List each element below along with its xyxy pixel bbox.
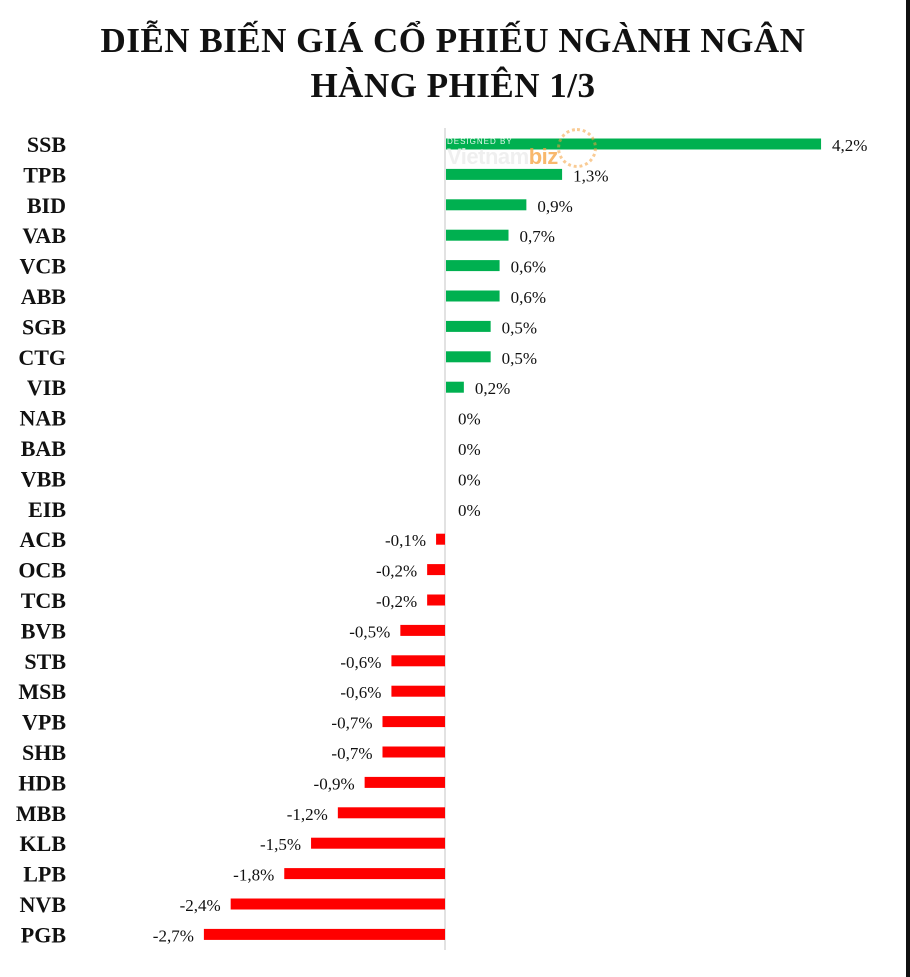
category-label-nvb: NVB (20, 892, 67, 917)
category-label-vbb: VBB (21, 466, 67, 491)
category-label-msb: MSB (18, 679, 66, 704)
value-label-lpb: -1,8% (233, 866, 274, 885)
bar-tpb (446, 168, 563, 180)
bar-msb (391, 685, 445, 697)
bar-ssb (446, 138, 822, 150)
value-label-pgb: -2,7% (153, 926, 194, 945)
category-label-acb: ACB (20, 527, 67, 552)
watermark-brand-a: Vietnam (447, 144, 529, 169)
bar-stb (391, 655, 445, 667)
bar-pgb (203, 928, 445, 940)
watermark-logo: DESIGNED BY Vietnambiz (447, 128, 617, 173)
category-label-tpb: TPB (23, 162, 66, 187)
watermark-dots-icon (557, 128, 597, 168)
bar-klb (311, 837, 445, 849)
bar-vib (446, 381, 464, 393)
bar-bvb (400, 624, 445, 636)
category-label-ssb: SSB (27, 132, 66, 157)
bar-shb (382, 746, 445, 758)
bar-lpb (284, 868, 445, 880)
value-label-bvb: -0,5% (349, 622, 390, 641)
bar-ocb (427, 564, 445, 576)
category-label-sgb: SGB (22, 314, 66, 339)
bar-mbb (337, 807, 445, 819)
category-label-klb: KLB (20, 831, 67, 856)
category-label-ctg: CTG (18, 345, 66, 370)
category-label-vab: VAB (22, 223, 66, 248)
watermark-brand-b: biz (528, 144, 559, 169)
category-label-shb: SHB (22, 740, 66, 765)
category-label-bvb: BVB (21, 618, 67, 643)
value-label-acb: -0,1% (385, 531, 426, 550)
value-label-abb: 0,6% (511, 288, 546, 307)
bar-bid (446, 199, 527, 211)
value-label-hdb: -0,9% (314, 774, 355, 793)
category-label-vcb: VCB (20, 254, 67, 279)
category-label-eib: EIB (28, 497, 66, 522)
watermark-designed-by: DESIGNED BY (447, 137, 513, 146)
bar-vab (446, 229, 509, 241)
value-label-vab: 0,7% (520, 227, 555, 246)
chart-title-line2: HÀNG PHIÊN 1/3 (310, 66, 596, 105)
bar-nvb (230, 898, 445, 910)
value-label-eib: 0% (458, 501, 481, 520)
bar-vcb (446, 260, 500, 272)
chart-title-line1: DIỄN BIẾN GIÁ CỔ PHIẾU NGÀNH NGÂN (100, 21, 806, 60)
category-label-stb: STB (24, 649, 66, 674)
value-label-vbb: 0% (458, 470, 481, 489)
category-label-abb: ABB (21, 284, 67, 309)
value-label-vpb: -0,7% (331, 714, 372, 733)
category-label-hdb: HDB (18, 770, 66, 795)
value-label-bab: 0% (458, 440, 481, 459)
category-label-mbb: MBB (16, 801, 66, 826)
value-label-ssb: 4,2% (832, 136, 867, 155)
category-label-nab: NAB (20, 406, 67, 431)
value-label-vib: 0,2% (475, 379, 510, 398)
value-label-sgb: 0,5% (502, 318, 537, 337)
bar-tcb (427, 594, 445, 606)
category-label-bab: BAB (21, 436, 67, 461)
value-label-tcb: -0,2% (376, 592, 417, 611)
watermark-brand: Vietnambiz (447, 144, 558, 170)
chart-title: DIỄN BIẾN GIÁ CỔ PHIẾU NGÀNH NGÂN HÀNG P… (0, 18, 906, 108)
value-label-klb: -1,5% (260, 835, 301, 854)
bar-acb (436, 533, 445, 545)
value-label-bid: 0,9% (537, 197, 572, 216)
category-label-tcb: TCB (21, 588, 67, 613)
value-label-shb: -0,7% (331, 744, 372, 763)
category-label-vib: VIB (27, 375, 66, 400)
value-label-nab: 0% (458, 410, 481, 429)
bar-vpb (382, 716, 445, 728)
value-label-msb: -0,6% (340, 683, 381, 702)
value-label-mbb: -1,2% (287, 805, 328, 824)
category-label-lpb: LPB (23, 862, 66, 887)
bar-hdb (364, 776, 445, 788)
bar-sgb (446, 320, 491, 332)
value-label-ctg: 0,5% (502, 349, 537, 368)
bar-abb (446, 290, 500, 302)
value-label-stb: -0,6% (340, 653, 381, 672)
value-label-ocb: -0,2% (376, 562, 417, 581)
category-label-pgb: PGB (21, 922, 67, 947)
category-label-ocb: OCB (18, 558, 66, 583)
category-label-bid: BID (27, 193, 66, 218)
category-label-vpb: VPB (22, 710, 66, 735)
value-label-tpb: 1,3% (573, 166, 608, 185)
value-label-vcb: 0,6% (511, 258, 546, 277)
value-label-nvb: -2,4% (180, 896, 221, 915)
bar-ctg (446, 351, 491, 363)
